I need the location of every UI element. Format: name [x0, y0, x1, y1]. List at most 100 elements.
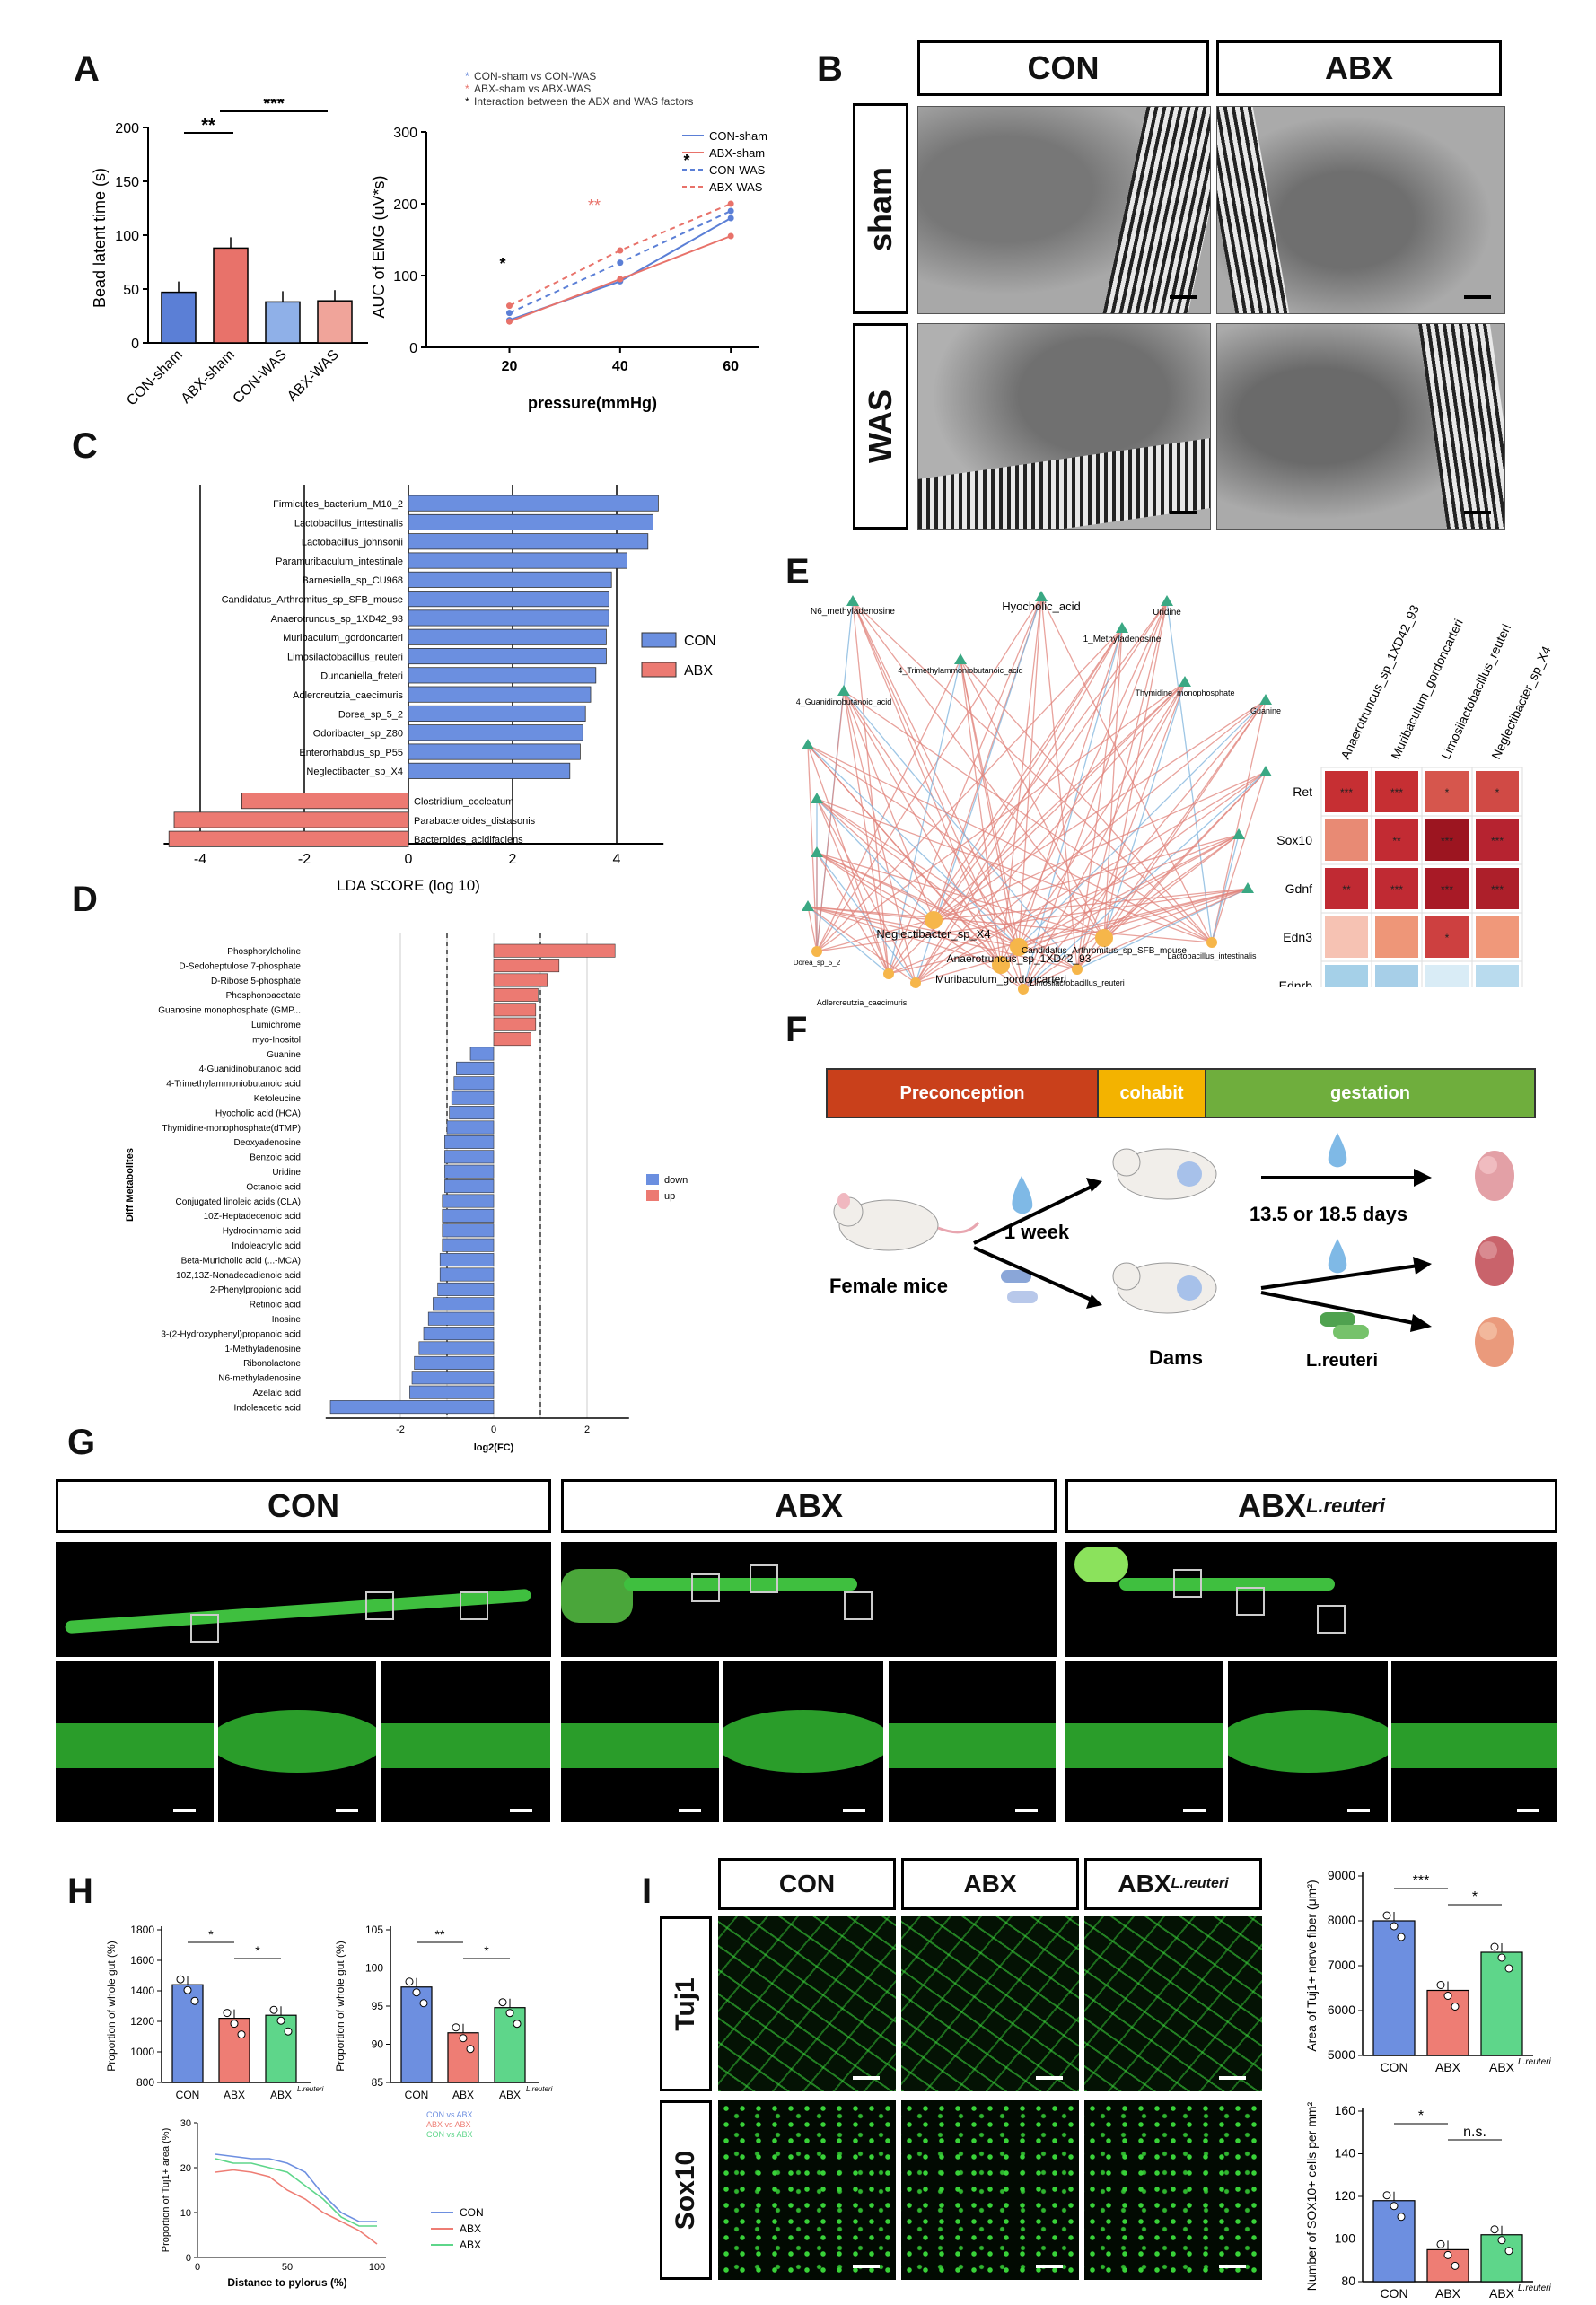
legend-label: CON-sham — [709, 129, 767, 143]
taxon-label: Dorea_sp_5_2 — [338, 709, 403, 720]
y-tick-label: 1600 — [130, 1954, 154, 1967]
y-axis-label: Proportion of whole gut (%) — [334, 1941, 346, 2071]
y-tick-label: 90 — [372, 2038, 384, 2051]
network-edge — [1018, 596, 1042, 948]
data-point — [1443, 1992, 1452, 2000]
x-tick-superscript: L.reuteri — [1518, 2057, 1551, 2067]
metabolite-node — [1035, 591, 1048, 601]
taxon-label: Candidatus_Arthromitus_sp_SFB_mouse — [222, 595, 403, 606]
panel-label-h: H — [67, 1871, 93, 1911]
y-tick-label: 800 — [136, 2076, 154, 2089]
heatmap-cell-fill — [1375, 916, 1418, 958]
tem-image-con-sham — [917, 106, 1211, 314]
network-edge — [843, 690, 1078, 970]
heatmap-row-label: Gdnf — [1285, 881, 1312, 896]
metabolite-label: 4-Guanidinobutanoic acid — [199, 1065, 301, 1074]
x-axis-label: log2(FC) — [474, 1442, 514, 1453]
lda-bar — [408, 762, 571, 779]
metabolite-label: Conjugated linoleic acids (CLA) — [175, 1197, 301, 1207]
x-tick-label: 20 — [502, 359, 518, 374]
network-edge — [807, 906, 818, 952]
taxon-node — [1072, 964, 1083, 975]
metabolite-bar — [411, 1371, 495, 1385]
metabolite-bar — [439, 1253, 495, 1267]
metabolite-label: Octanoic acid — [246, 1182, 301, 1192]
data-point — [1382, 2191, 1391, 2200]
network-edge — [915, 771, 1267, 984]
network-edge — [1076, 888, 1249, 970]
x-axis-label: Distance to pylorus (%) — [227, 2276, 346, 2289]
significance-marker: *** — [263, 99, 285, 114]
metabolite-bar — [437, 1282, 495, 1296]
metabolite-node — [1259, 694, 1272, 705]
gut-zoom-image — [1228, 1661, 1388, 1822]
network-edge — [1103, 834, 1240, 939]
y-tick-label: 120 — [1335, 2188, 1356, 2203]
svg-text:*: * — [465, 83, 469, 95]
column-header-abx-lreuteri: ABX L.reuteri — [1065, 1479, 1557, 1533]
gene-correlation-heatmap: Anaerotruncus_sp_1XD42_93Muribaculum_gor… — [1276, 602, 1554, 987]
metabolite-label: Hyocholic acid (HCA) — [215, 1109, 301, 1118]
metabolite-bar — [442, 1208, 495, 1223]
heatmap-cell-fill — [1425, 819, 1469, 861]
embryo-icon — [1475, 1317, 1514, 1367]
network-edge — [1103, 681, 1186, 939]
lda-bar — [408, 552, 628, 569]
metabolite-node — [954, 653, 967, 664]
dam-mouse-icon — [1112, 1262, 1217, 1314]
metabolite-label: Ribonolactone — [243, 1359, 301, 1369]
data-point — [466, 2045, 475, 2054]
data-point — [1390, 1922, 1399, 1931]
panel-label-d: D — [72, 880, 98, 919]
y-tick-label: 95 — [372, 2000, 384, 2012]
node-label: 4_Guanidinobutanoic_acid — [796, 697, 892, 706]
node-label: Thymidine_monophosphate — [1135, 688, 1234, 697]
y-axis-label: AUC of EMG (uV*s) — [370, 175, 388, 318]
data-point — [727, 200, 734, 207]
network-edge — [915, 627, 1123, 984]
x-tick-superscript: L.reuteri — [297, 2085, 324, 2093]
lda-bar — [408, 571, 612, 588]
data-point — [513, 2020, 522, 2029]
gut-zoom-image — [56, 1661, 214, 1822]
taxon-node — [1206, 937, 1217, 948]
x-tick-label: 2 — [509, 852, 517, 867]
row-header-sham: sham — [853, 103, 908, 314]
heatmap-star: ** — [1392, 835, 1401, 847]
y-tick-label: 140 — [1335, 2146, 1356, 2160]
one-week-label: 1 week — [1004, 1221, 1070, 1243]
tem-image-abx-sham — [1216, 106, 1505, 314]
metabolite-node — [1241, 882, 1254, 893]
gut-zoom-image — [889, 1661, 1056, 1822]
whole-gut-image-con — [56, 1542, 551, 1657]
significance-marker: * — [1472, 1889, 1478, 1905]
y-tick-label: 85 — [372, 2076, 384, 2089]
data-point — [1490, 1942, 1499, 1951]
data-point — [459, 2034, 468, 2043]
network-edge — [816, 888, 1249, 952]
star-20: * — [499, 255, 505, 273]
data-point — [223, 2009, 232, 2018]
heatmap-star: * — [1445, 786, 1450, 799]
lda-bar — [408, 724, 583, 741]
heatmap-cell-fill — [1476, 916, 1519, 958]
panel-label-g: G — [67, 1423, 96, 1462]
x-tick-label: 4 — [613, 852, 621, 867]
x-tick-label: 2 — [584, 1424, 590, 1435]
metabolite-bar — [444, 1179, 495, 1194]
heatmap-col-label: Neglectibacter_sp_X4 — [1488, 644, 1553, 761]
series-line-abx-was — [509, 203, 732, 307]
metabolite-label: Indoleacrylic acid — [232, 1241, 301, 1251]
embryo-icon — [1475, 1151, 1514, 1201]
network-edge — [1022, 888, 1249, 990]
network-edge — [816, 852, 1078, 970]
y-tick-label: 0 — [186, 2253, 191, 2264]
dam-mouse-icon — [1112, 1148, 1217, 1200]
taxon-node — [910, 977, 921, 988]
metabolite-node — [1179, 676, 1191, 687]
taxon-label: Limosilactobacillus_reuteri — [287, 652, 403, 662]
x-tick-label: ABX — [224, 2089, 245, 2101]
legend-label: up — [664, 1191, 675, 1202]
network-edge — [1000, 771, 1267, 966]
svg-text:Interaction between the ABX an: Interaction between the ABX and WAS fact… — [474, 95, 693, 108]
